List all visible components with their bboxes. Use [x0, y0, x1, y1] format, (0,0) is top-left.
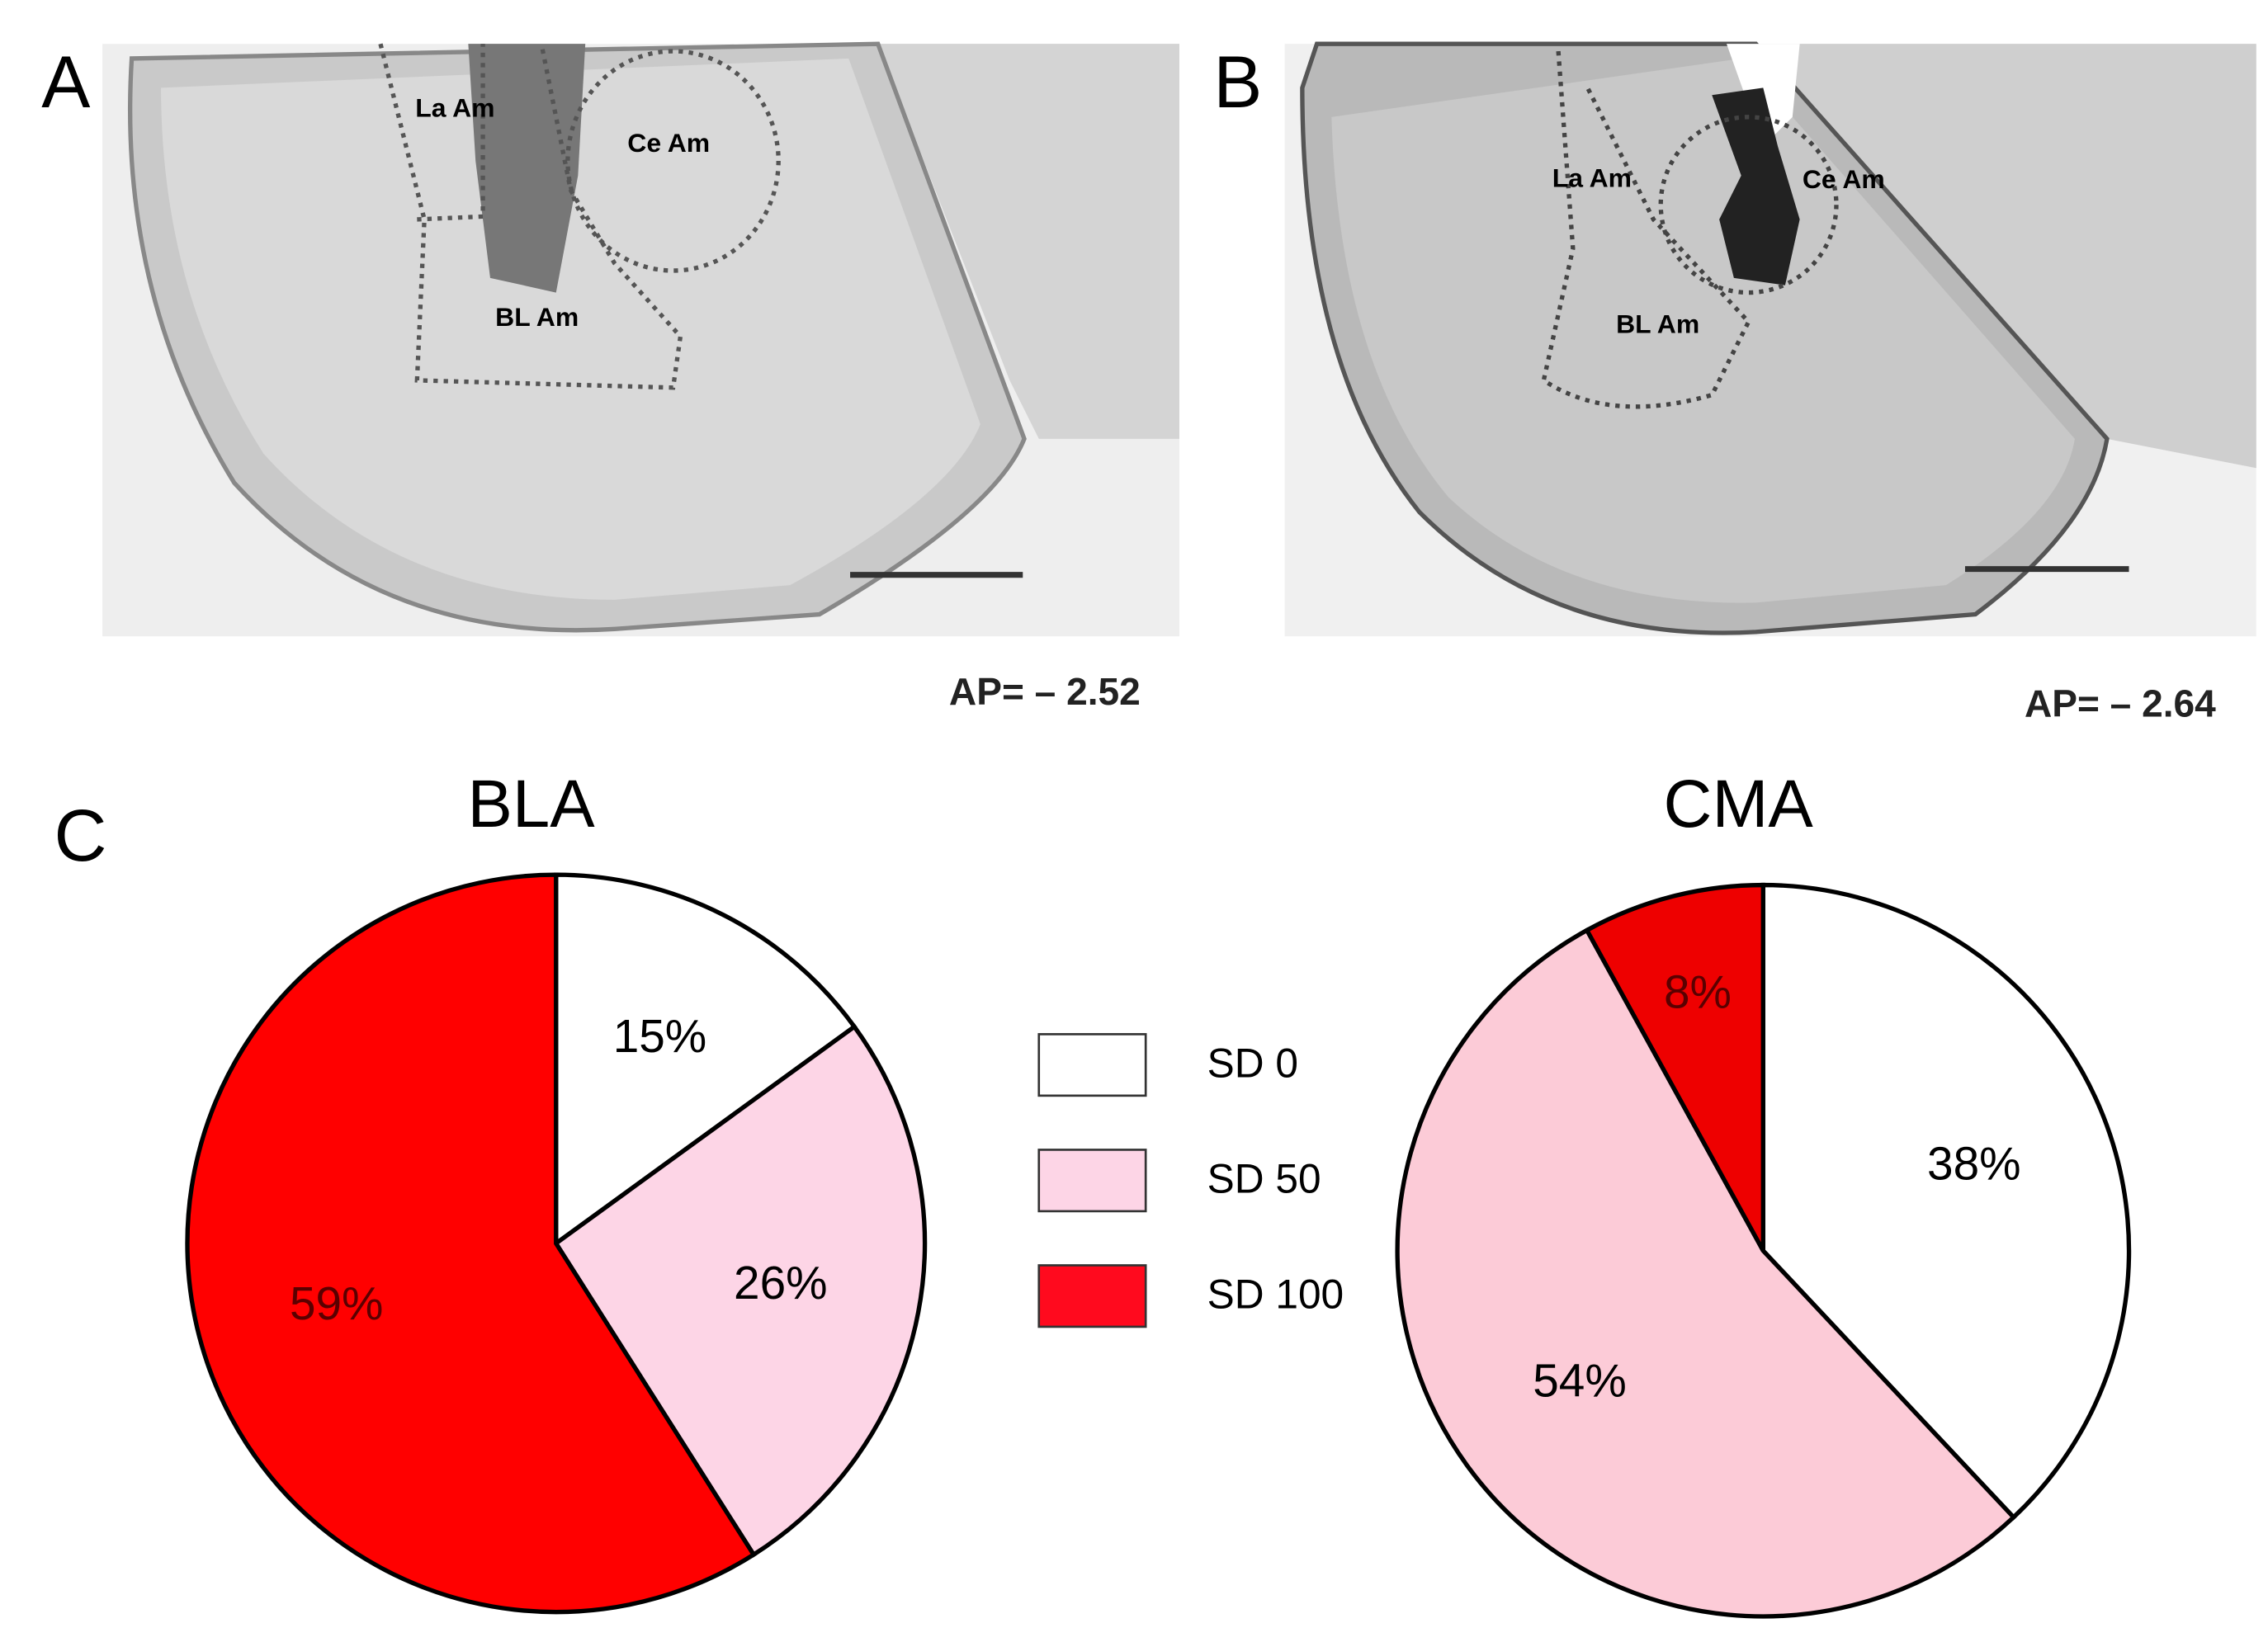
ap-coordinate: AP= – 2.64: [2025, 682, 2216, 724]
value-label: 15%: [613, 1011, 707, 1063]
legend-label: SD 0: [1207, 1040, 1298, 1087]
chart-title: CMA: [1664, 767, 1814, 842]
micrograph-a: [102, 41, 1179, 637]
value-label: 38%: [1927, 1139, 2021, 1191]
micrograph-b: [1284, 41, 2256, 637]
legend-swatch: [1037, 1033, 1147, 1097]
legend-label: SD 50: [1207, 1156, 1321, 1202]
region-outline: [565, 49, 781, 273]
region-label: BL Am: [495, 302, 579, 332]
legend-label: SD 100: [1207, 1272, 1344, 1318]
legend-swatch: [1037, 1149, 1147, 1213]
legend-swatch: [1037, 1264, 1147, 1328]
region-outline: [417, 44, 485, 222]
value-label: 8%: [1664, 967, 1732, 1019]
region-outline: [1658, 115, 1839, 295]
pie-slice: [554, 872, 858, 1248]
lesion: [468, 44, 586, 293]
ap-coordinate: AP= – 2.52: [949, 670, 1141, 713]
panel-letter: B: [1213, 41, 1262, 123]
value-label: 26%: [734, 1257, 828, 1309]
chart-title: BLA: [468, 767, 596, 842]
pie-slice: [1584, 882, 1765, 1253]
region-label: La Am: [415, 92, 494, 122]
tissue: [1331, 58, 2075, 603]
region-outline: [1541, 50, 1751, 409]
value-label: 59%: [290, 1278, 384, 1330]
pie-slice: [1760, 882, 2132, 1521]
region-label: La Am: [1552, 163, 1632, 192]
lesion: [1712, 87, 1800, 285]
pie-slice: [553, 1023, 928, 1558]
tissue: [131, 44, 1179, 439]
region-label: BL Am: [1616, 309, 1699, 339]
tissue: [1316, 44, 2256, 469]
region-label: Ce Am: [1803, 164, 1885, 194]
value-label: 54%: [1533, 1355, 1627, 1407]
panel-letter: C: [54, 795, 107, 876]
region-label: Ce Am: [627, 128, 710, 158]
pie-slice: [185, 872, 757, 1615]
pie-slice: [1395, 927, 2017, 1619]
region-outline: [378, 43, 683, 390]
panel-letter: A: [41, 41, 90, 123]
